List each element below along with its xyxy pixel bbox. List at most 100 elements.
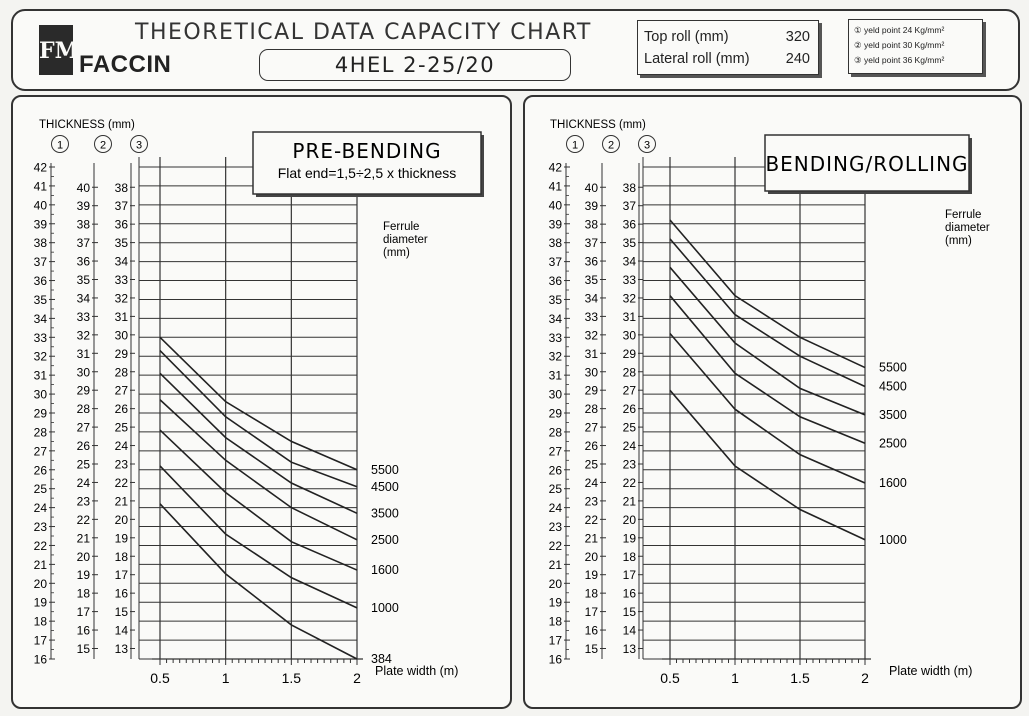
scale-3-tick-label: 19	[623, 531, 637, 545]
scale-3-tick-label: 24	[115, 439, 129, 453]
scale-3-tick-label: 19	[115, 531, 129, 545]
scale-2-tick-label: 21	[77, 531, 91, 545]
series-label-1000: 1000	[879, 533, 907, 547]
scale-1-tick-label: 19	[549, 596, 563, 610]
scale-1-tick-label: 31	[549, 369, 563, 383]
scale-2-tick-label: 37	[77, 236, 91, 250]
scale-marker-2: 2	[608, 140, 614, 152]
x-axis-label: Plate width (m)	[889, 664, 972, 678]
scale-marker-3: 3	[644, 140, 650, 152]
scale-1-tick-label: 42	[549, 161, 563, 175]
scale-2-tick-label: 33	[77, 310, 91, 324]
scale-2-tick-label: 40	[77, 181, 91, 195]
series-label-5500: 5500	[371, 463, 399, 477]
scale-1-tick-label: 16	[34, 653, 48, 667]
y-axis-title: THICKNESS (mm)	[550, 119, 646, 131]
scale-1-tick-label: 28	[34, 425, 48, 439]
x-tick-label: 0.5	[660, 670, 680, 686]
series-label-3500: 3500	[371, 506, 399, 520]
scale-1-tick-label: 34	[549, 312, 563, 326]
series-label-1600: 1600	[371, 563, 399, 577]
scale-2-tick-label: 39	[585, 199, 599, 213]
scale-3-tick-label: 34	[115, 255, 129, 269]
scale-1-tick-label: 41	[34, 179, 48, 193]
series-label-1600: 1600	[879, 476, 907, 490]
yield-line-2: ② yeld point 30 Kg/mm²	[854, 40, 945, 50]
top-roll-label: Top roll (mm)	[644, 29, 729, 45]
series-line-4500	[669, 238, 866, 388]
scale-1-tick-label: 31	[34, 369, 48, 383]
scale-2-tick-label: 16	[77, 624, 91, 638]
scale-marker-2: 2	[100, 140, 106, 152]
scale-1-tick-label: 23	[34, 520, 48, 534]
scale-3-tick-label: 14	[115, 624, 129, 638]
scale-3-tick-label: 35	[623, 236, 637, 250]
series-label-2500: 2500	[371, 533, 399, 547]
brand-name: FACCIN	[79, 51, 172, 78]
scale-3-tick-label: 37	[623, 199, 637, 213]
ferrule-legend-title: diameter	[383, 234, 428, 246]
scale-3-tick-label: 20	[115, 513, 129, 527]
scale-1-tick-label: 35	[549, 293, 563, 307]
scale-1-tick-label: 30	[34, 388, 48, 402]
scale-3-tick-label: 23	[623, 458, 637, 472]
scale-2-tick-label: 20	[585, 550, 599, 564]
scale-1-tick-label: 24	[34, 501, 48, 515]
scale-1-tick-label: 26	[549, 463, 563, 477]
bending-rolling-chart: 0.5 1 1.5 2 Plate width (m)THICKNESS (mm)1 2 3…	[549, 119, 990, 686]
scale-2-tick-label: 21	[585, 531, 599, 545]
scale-2-tick-label: 29	[585, 384, 599, 398]
scale-marker-circle	[94, 135, 112, 153]
scale-marker-1: 1	[572, 140, 578, 152]
scale-1-tick-label: 30	[549, 388, 563, 402]
x-tick-label: 1.5	[282, 670, 302, 686]
scale-2-tick-label: 28	[77, 402, 91, 416]
series-line-2500	[159, 399, 358, 541]
x-axis-label: Plate width (m)	[375, 664, 458, 678]
scale-1-tick-label: 37	[549, 255, 563, 269]
scale-3-tick-label: 14	[623, 624, 637, 638]
scale-2-tick-label: 15	[585, 642, 599, 656]
scale-1-tick-label: 20	[34, 577, 48, 591]
scale-2-tick-label: 28	[585, 402, 599, 416]
scale-3-tick-label: 21	[115, 494, 129, 508]
scale-3-tick-label: 27	[115, 384, 129, 398]
scale-3-tick-label: 17	[115, 568, 129, 582]
scale-marker-3: 3	[136, 140, 142, 152]
chart-title-box	[252, 131, 482, 195]
scale-3-tick-label: 37	[115, 199, 129, 213]
scale-2-tick-label: 16	[585, 624, 599, 638]
series-line-5500	[159, 336, 358, 471]
scale-2-tick-label: 25	[585, 458, 599, 472]
scale-3-tick-label: 17	[623, 568, 637, 582]
scale-1-tick-label: 32	[549, 350, 563, 364]
scale-2-tick-label: 20	[77, 550, 91, 564]
chart-title: PRE-BENDING	[292, 139, 441, 163]
scale-2-tick-label: 22	[585, 513, 599, 527]
series-label-384: 384	[371, 652, 392, 666]
y-axis-title: THICKNESS (mm)	[39, 119, 135, 131]
scale-3-tick-label: 21	[623, 494, 637, 508]
scale-3-tick-label: 31	[623, 310, 637, 324]
scale-1-tick-label: 39	[549, 217, 563, 231]
roll-specs-box: Top roll (mm) 320 Lateral roll (mm) 240	[637, 20, 819, 75]
scale-1-tick-label: 22	[549, 539, 563, 553]
scale-1-tick-label: 32	[34, 350, 48, 364]
scale-3-tick-label: 13	[623, 642, 637, 656]
scale-2-tick-label: 26	[77, 439, 91, 453]
scale-3-tick-label: 30	[623, 328, 637, 342]
scale-3-tick-label: 28	[115, 365, 129, 379]
scale-1-tick-label: 40	[34, 198, 48, 212]
scale-3-tick-label: 18	[115, 550, 129, 564]
lateral-roll-label: Lateral roll (mm)	[644, 51, 750, 67]
series-line-1000	[159, 465, 358, 609]
scale-3-tick-label: 24	[623, 439, 637, 453]
scale-3-tick-label: 27	[623, 384, 637, 398]
ferrule-legend-title: (mm)	[945, 235, 972, 247]
scale-marker-1: 1	[57, 140, 63, 152]
scale-3-tick-label: 16	[623, 587, 637, 601]
top-roll-value: 320	[785, 29, 810, 45]
faccin-logo: FM	[39, 25, 79, 75]
scale-2-tick-label: 18	[77, 587, 91, 601]
yield-line-1: ① yeld point 24 Kg/mm²	[854, 25, 945, 35]
